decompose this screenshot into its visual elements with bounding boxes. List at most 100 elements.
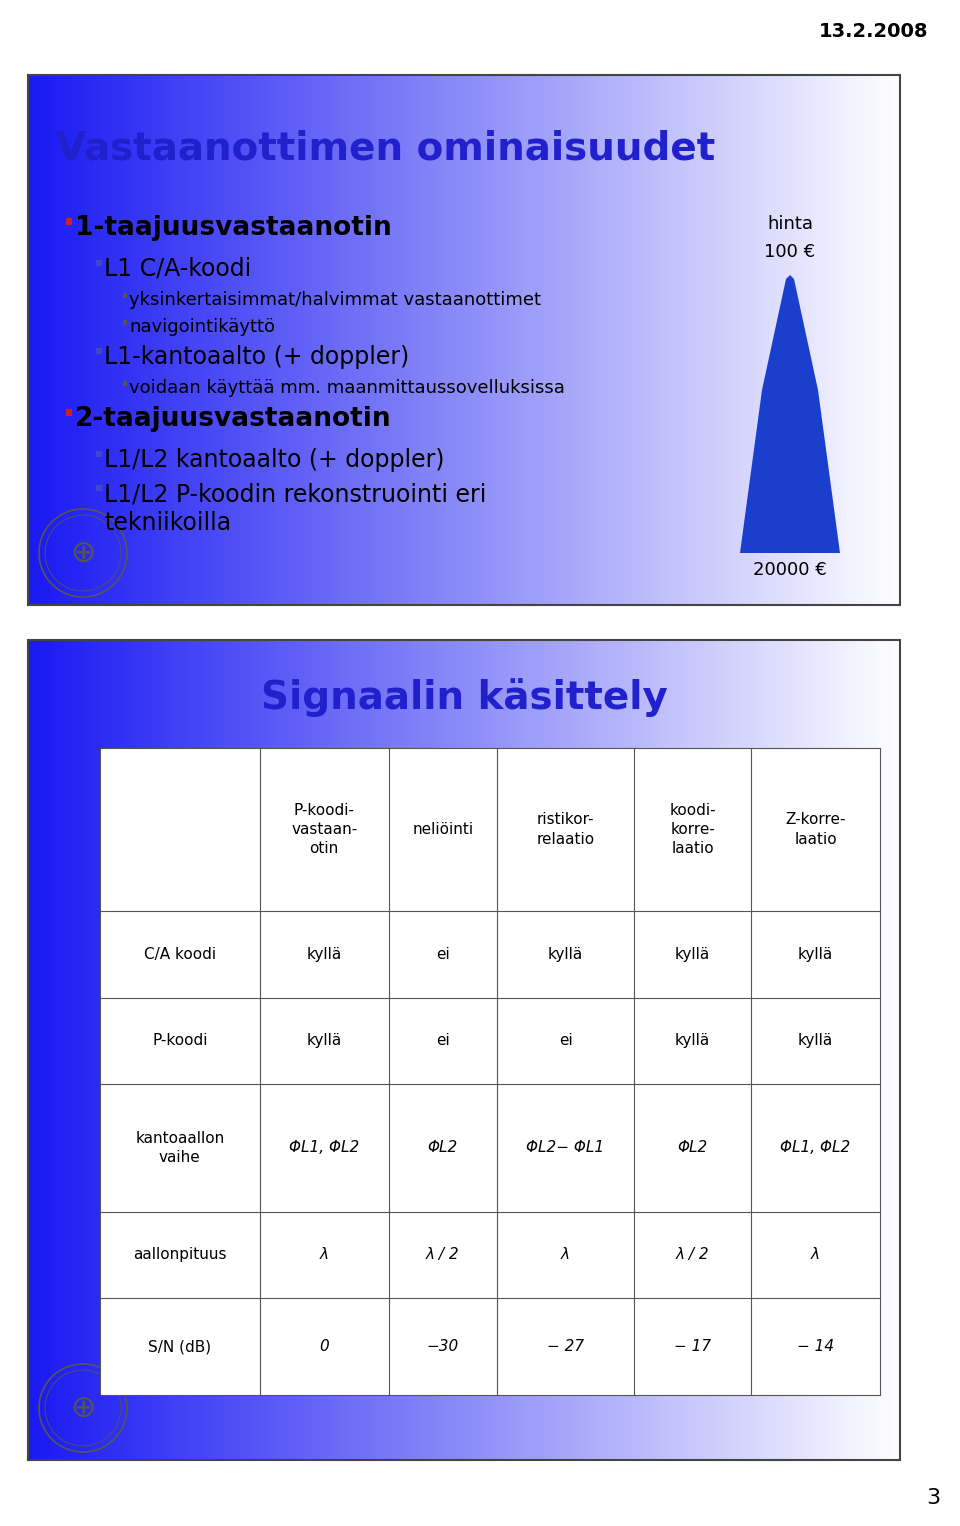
Text: 0: 0 [320, 1340, 329, 1354]
Bar [496, 911, 635, 998]
Bar [96, 259, 102, 266]
Bar [638, 639, 646, 1460]
Bar [850, 639, 856, 1460]
Bar [389, 1085, 496, 1212]
Bar [813, 639, 820, 1460]
Bar [508, 75, 515, 604]
Bar [427, 639, 435, 1460]
Bar [457, 639, 464, 1460]
Bar [850, 75, 856, 604]
Bar [595, 75, 602, 604]
Bar [86, 639, 93, 1460]
Bar [878, 639, 885, 1460]
Bar [871, 639, 878, 1460]
Bar [834, 75, 842, 604]
Text: λ / 2: λ / 2 [676, 1247, 709, 1262]
Bar [260, 75, 268, 604]
Bar [732, 639, 740, 1460]
Bar [130, 639, 137, 1460]
Bar [225, 75, 231, 604]
Bar [777, 75, 783, 604]
Bar [697, 75, 704, 604]
Bar [565, 75, 573, 604]
Bar [355, 639, 362, 1460]
Bar [217, 75, 225, 604]
Bar [348, 75, 355, 604]
Bar [420, 75, 427, 604]
Bar [783, 639, 791, 1460]
Bar [635, 748, 751, 911]
Text: ristikor-
relaatio: ristikor- relaatio [537, 812, 594, 847]
Bar [689, 639, 697, 1460]
Text: yksinkertaisimmat/halvimmat vastaanottimet: yksinkertaisimmat/halvimmat vastaanottim… [129, 291, 541, 308]
Bar [72, 75, 79, 604]
Bar [635, 1085, 751, 1212]
Bar [260, 1299, 389, 1395]
Bar [398, 75, 406, 604]
Bar [813, 75, 820, 604]
Bar [595, 639, 602, 1460]
Text: kyllä: kyllä [798, 946, 833, 961]
Bar [174, 639, 180, 1460]
Bar [748, 639, 755, 1460]
Bar [544, 639, 551, 1460]
Bar [180, 639, 188, 1460]
Text: − 17: − 17 [674, 1340, 711, 1354]
Bar [370, 75, 376, 604]
Bar [115, 75, 123, 604]
Bar [635, 911, 751, 998]
Text: kyllä: kyllä [798, 1033, 833, 1048]
Bar [646, 639, 653, 1460]
Text: ΦL2− ΦL1: ΦL2− ΦL1 [526, 1140, 605, 1155]
Bar [326, 639, 333, 1460]
Bar [486, 75, 493, 604]
Text: L1/L2 kantoaalto (+ doppler): L1/L2 kantoaalto (+ doppler) [104, 449, 444, 472]
Text: L1 C/A-koodi: L1 C/A-koodi [104, 256, 252, 281]
Text: ΦL2: ΦL2 [678, 1140, 708, 1155]
Bar [64, 639, 72, 1460]
Bar [777, 639, 783, 1460]
Text: ΦL1, ΦL2: ΦL1, ΦL2 [289, 1140, 359, 1155]
Bar [740, 75, 748, 604]
Text: kyllä: kyllä [548, 946, 583, 961]
Bar [282, 639, 290, 1460]
Bar [384, 639, 392, 1460]
Bar [123, 293, 128, 298]
Bar [522, 639, 529, 1460]
Bar [158, 639, 166, 1460]
Bar [389, 998, 496, 1085]
Text: 3: 3 [925, 1488, 940, 1508]
Bar [348, 639, 355, 1460]
Bar [152, 75, 158, 604]
Bar [57, 639, 64, 1460]
Bar [225, 639, 231, 1460]
Bar [529, 639, 537, 1460]
Bar [260, 998, 389, 1085]
Bar [675, 75, 682, 604]
Bar [493, 639, 500, 1460]
Bar [726, 75, 732, 604]
Bar [791, 639, 799, 1460]
Bar [697, 639, 704, 1460]
Bar [246, 639, 253, 1460]
Text: λ: λ [561, 1247, 570, 1262]
Bar [878, 75, 885, 604]
Bar [751, 1085, 880, 1212]
Bar [341, 639, 348, 1460]
Bar [751, 748, 880, 911]
Bar [389, 1212, 496, 1299]
Bar [57, 75, 64, 604]
Bar [751, 911, 880, 998]
Bar [496, 1212, 635, 1299]
Bar [885, 75, 893, 604]
Bar [413, 75, 420, 604]
Bar [478, 75, 486, 604]
Text: ΦL2: ΦL2 [427, 1140, 458, 1155]
Bar [376, 75, 384, 604]
Text: ei: ei [436, 1033, 449, 1048]
Bar [718, 75, 726, 604]
Bar [515, 75, 522, 604]
Bar [704, 75, 711, 604]
Bar [290, 639, 297, 1460]
Bar [675, 639, 682, 1460]
